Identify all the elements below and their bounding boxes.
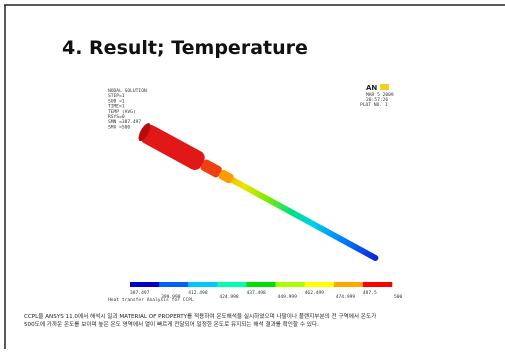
colorbar-label: 437.498: [246, 290, 266, 296]
logo: AN: [366, 84, 377, 92]
colorbar-segment: [130, 282, 159, 287]
colorbar-label: 487.5: [363, 290, 377, 296]
slide: 4. Result; Temperature NODAL SOLUTIONSTE…: [0, 0, 505, 349]
logo-mark: [380, 84, 389, 90]
colorbar-segment: [188, 282, 217, 287]
page: 4. Result; Temperature NODAL SOLUTIONSTE…: [0, 0, 505, 349]
slide-title: 4. Result; Temperature: [62, 37, 308, 59]
legend-line: SUB =1: [108, 98, 125, 104]
legend-line: STEP=1: [108, 93, 125, 99]
body-line: 500도에 가까운 온도를 보이며 높은 온도 영역에서 열이 빠르게 전달되어…: [24, 320, 319, 328]
legend-line: NODAL SOLUTION: [108, 88, 147, 94]
legend-line: TEMP (AVG): [108, 109, 136, 115]
legend-line: SMN =387.497: [108, 119, 141, 125]
colorbar-label: 387.497: [130, 290, 150, 296]
colorbar-segment: [217, 282, 246, 287]
colorbar-segment: [159, 282, 188, 287]
colorbar-segment: [276, 282, 305, 287]
colorbar-segment: [305, 282, 334, 287]
colorbar-segment: [334, 282, 363, 287]
colorbar-label: 474.999: [336, 294, 356, 300]
legend-line: TIME=1: [108, 104, 125, 110]
colorbar-label: 449.999: [278, 294, 298, 300]
figure-caption: Heat transfer Analysis for CCPL: [108, 297, 194, 303]
body-line: CCPL을 ANSYS 11.0에서 해석시 일괴 MATERIAL OF PR…: [24, 312, 376, 320]
colorbar-label: 424.998: [219, 294, 239, 300]
colorbar: [130, 282, 392, 287]
colorbar-segment: [363, 282, 392, 287]
legend-line: RSYS=0: [108, 114, 125, 120]
colorbar-label: 462.499: [305, 290, 325, 296]
plot-no: PLOT NO. 1: [360, 102, 388, 108]
legend-line: SMX =500: [108, 124, 130, 130]
colorbar-segment: [246, 282, 275, 287]
colorbar-label: 412.498: [188, 290, 208, 296]
colorbar-label: 500: [394, 294, 403, 300]
